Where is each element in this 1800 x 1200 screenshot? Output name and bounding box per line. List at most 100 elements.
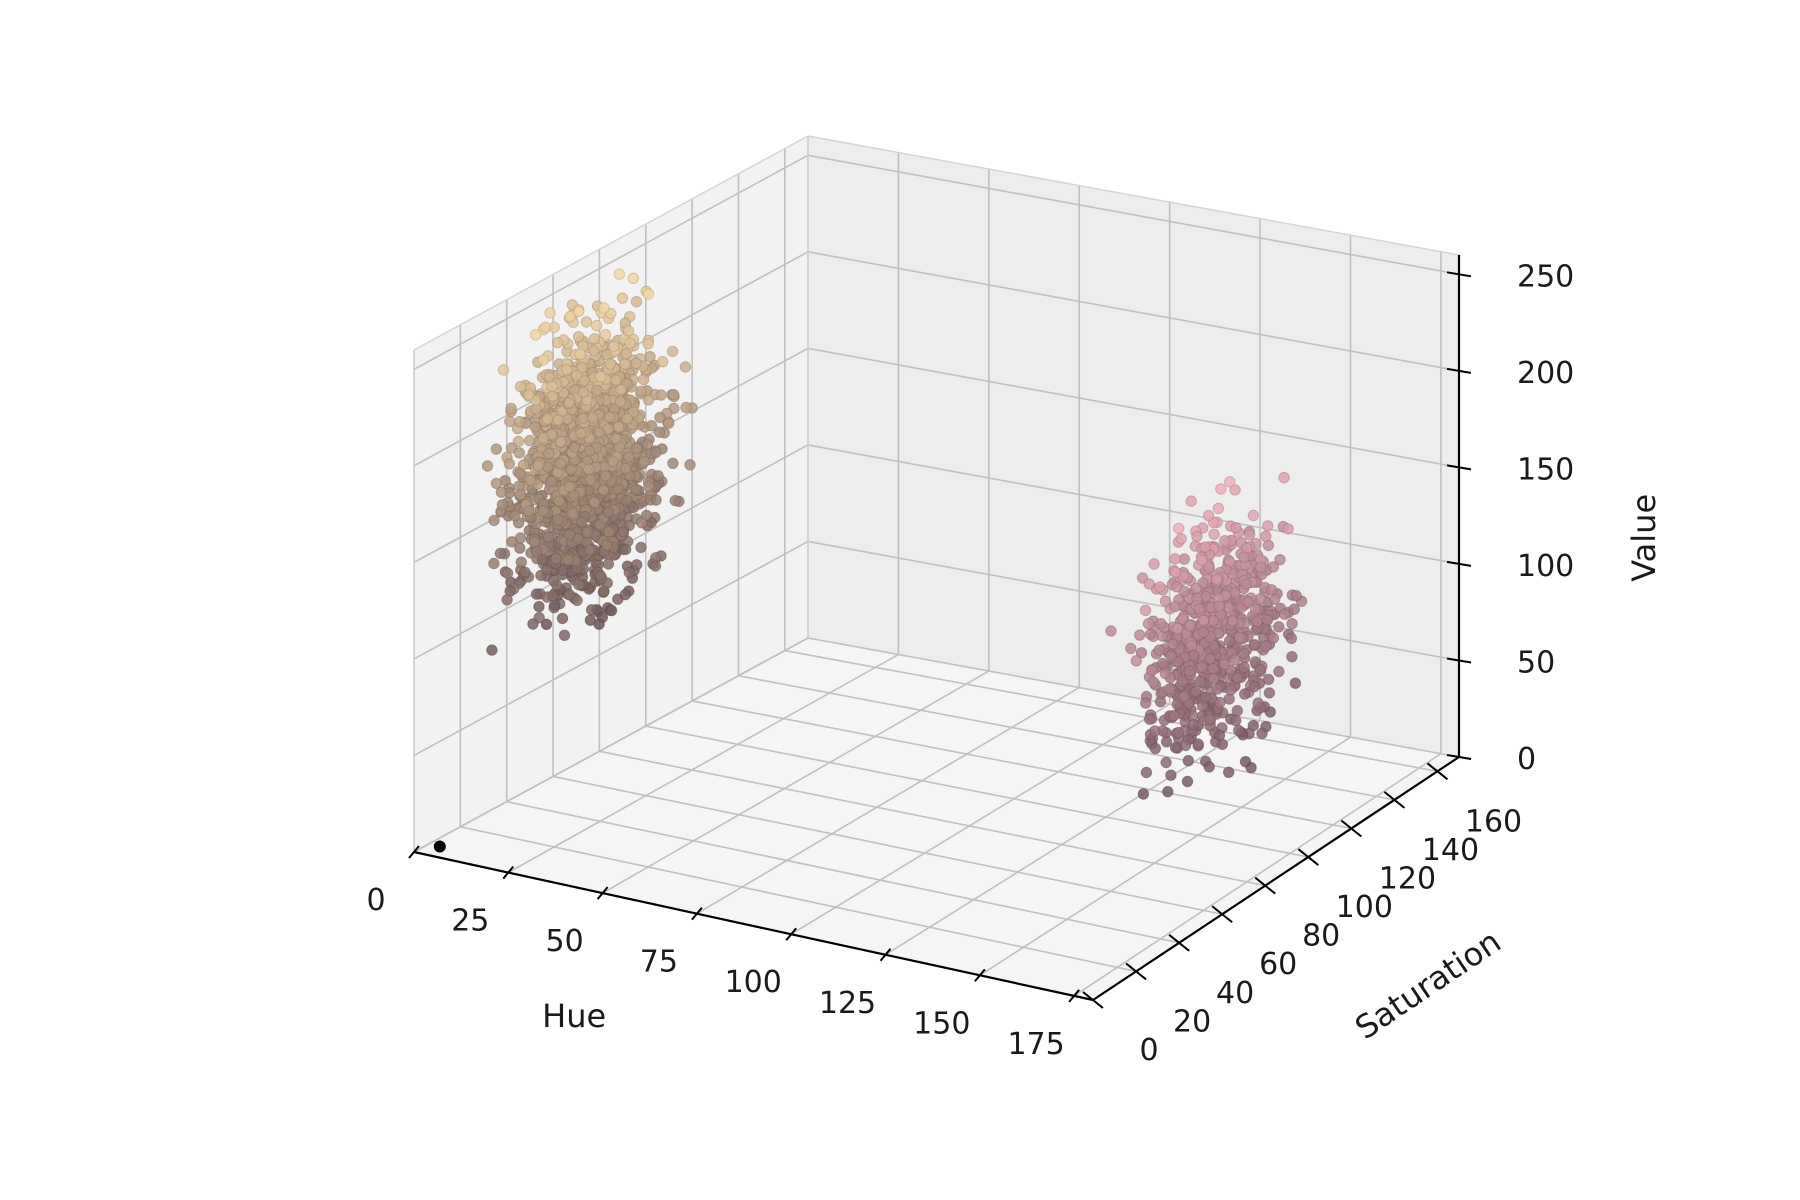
scatter-point	[537, 432, 550, 444]
floor-grid-line-saturation	[645, 725, 1309, 858]
scatter-point	[509, 510, 521, 522]
scatter-point	[593, 426, 605, 439]
scatter-point	[1248, 639, 1261, 651]
scatter-point	[598, 585, 610, 597]
scatter-point	[642, 338, 654, 350]
saturation-tick-label: 20	[1173, 1004, 1211, 1039]
scatter-point	[564, 310, 576, 323]
scatter-point	[666, 345, 679, 358]
scatter-point	[568, 490, 580, 502]
scatter-point	[1160, 736, 1173, 748]
scatter-point	[514, 488, 526, 501]
scatter-point	[619, 358, 631, 370]
scatter-point	[494, 547, 507, 560]
scatter-point	[1173, 522, 1185, 535]
scatter-point	[512, 435, 525, 448]
back-grid-line-value	[807, 637, 1460, 758]
scatter-point	[1169, 741, 1182, 754]
scatter-point	[1252, 697, 1264, 709]
scatter-point	[553, 495, 565, 507]
back-grid-line-value	[807, 347, 1460, 469]
saturation-tick	[1340, 819, 1362, 838]
saturation-axis-line	[1092, 756, 1460, 1001]
scatter-point	[1146, 664, 1158, 676]
scatter-point	[1231, 672, 1244, 684]
scatter-point	[1168, 709, 1180, 722]
scatter-point	[497, 364, 510, 376]
scatter-point	[1224, 476, 1236, 488]
scatter-point	[1149, 742, 1162, 755]
floor-grid-line-saturation	[552, 775, 1223, 916]
scatter-point	[679, 361, 692, 373]
scatter-point	[1194, 675, 1206, 687]
value-tick	[1446, 657, 1472, 664]
scatter-point	[598, 302, 610, 314]
scatter-point	[514, 468, 526, 480]
scatter-point	[1149, 725, 1161, 737]
scatter-point	[527, 618, 539, 630]
hue-tick	[785, 927, 797, 941]
value-tick-label: 100	[1517, 549, 1574, 584]
scatter-point	[562, 554, 574, 566]
scatter-point	[1278, 608, 1291, 620]
scatter-point	[533, 600, 545, 613]
scatter-point	[574, 348, 586, 360]
scatter-point	[537, 354, 549, 366]
saturation-tick-label: 120	[1379, 862, 1436, 897]
scatter-point	[564, 481, 576, 493]
scatter-point	[610, 374, 622, 386]
scatter-point	[514, 416, 526, 428]
scatter-point	[496, 499, 509, 511]
scatter-point	[1169, 600, 1181, 613]
scatter-point	[1140, 697, 1152, 709]
value-tick	[1446, 464, 1472, 471]
floor-grid-line-hue	[1073, 753, 1442, 997]
scatter-point	[1140, 766, 1153, 779]
scatter-point	[600, 470, 612, 482]
scatter-point	[1239, 756, 1252, 768]
hue-tick-label: 25	[451, 904, 489, 939]
saturation-tick	[1211, 905, 1233, 924]
scatter-point	[619, 543, 632, 556]
scatter-point	[1229, 653, 1241, 666]
scatter-point	[513, 447, 525, 459]
scatter-point	[1289, 677, 1302, 689]
left-grid-line-value	[413, 154, 809, 371]
value-tick	[1446, 560, 1472, 567]
scatter-point	[1242, 596, 1254, 608]
scatter-point	[649, 560, 662, 572]
scatter-point	[1144, 628, 1157, 640]
scatter-point	[1207, 662, 1219, 675]
scatter-point	[543, 531, 555, 543]
scatter-point	[1165, 650, 1177, 662]
scatter-point	[1288, 603, 1301, 615]
back-grid-line-value	[807, 540, 1460, 662]
scatter-point	[630, 357, 642, 370]
scatter-point	[570, 369, 583, 382]
scatter-point	[558, 629, 571, 641]
scatter-point	[669, 494, 681, 507]
scatter-point	[1261, 614, 1274, 626]
scatter-point	[1219, 535, 1231, 547]
scatter-point	[620, 348, 632, 360]
scatter-point	[1165, 769, 1177, 781]
hue-tick-label: 75	[640, 945, 678, 980]
scatter-point	[642, 394, 655, 406]
scatter-point	[1238, 661, 1250, 673]
scatter-point	[488, 514, 500, 527]
scatter-point	[1204, 713, 1216, 725]
scatter-point	[617, 526, 629, 538]
scatter-point	[552, 414, 564, 426]
scatter-point	[1197, 626, 1210, 638]
scatter-point	[1196, 554, 1208, 566]
floor-grid-line-saturation	[738, 674, 1395, 801]
scatter-point	[1274, 554, 1286, 566]
scatter-point	[1105, 625, 1117, 637]
scatter-point	[1202, 509, 1215, 522]
scatter-point	[1230, 522, 1242, 534]
scatter-point	[1130, 655, 1143, 667]
saturation-tick	[1125, 962, 1147, 981]
hue-tick	[879, 948, 892, 962]
scatter-point	[614, 396, 627, 408]
